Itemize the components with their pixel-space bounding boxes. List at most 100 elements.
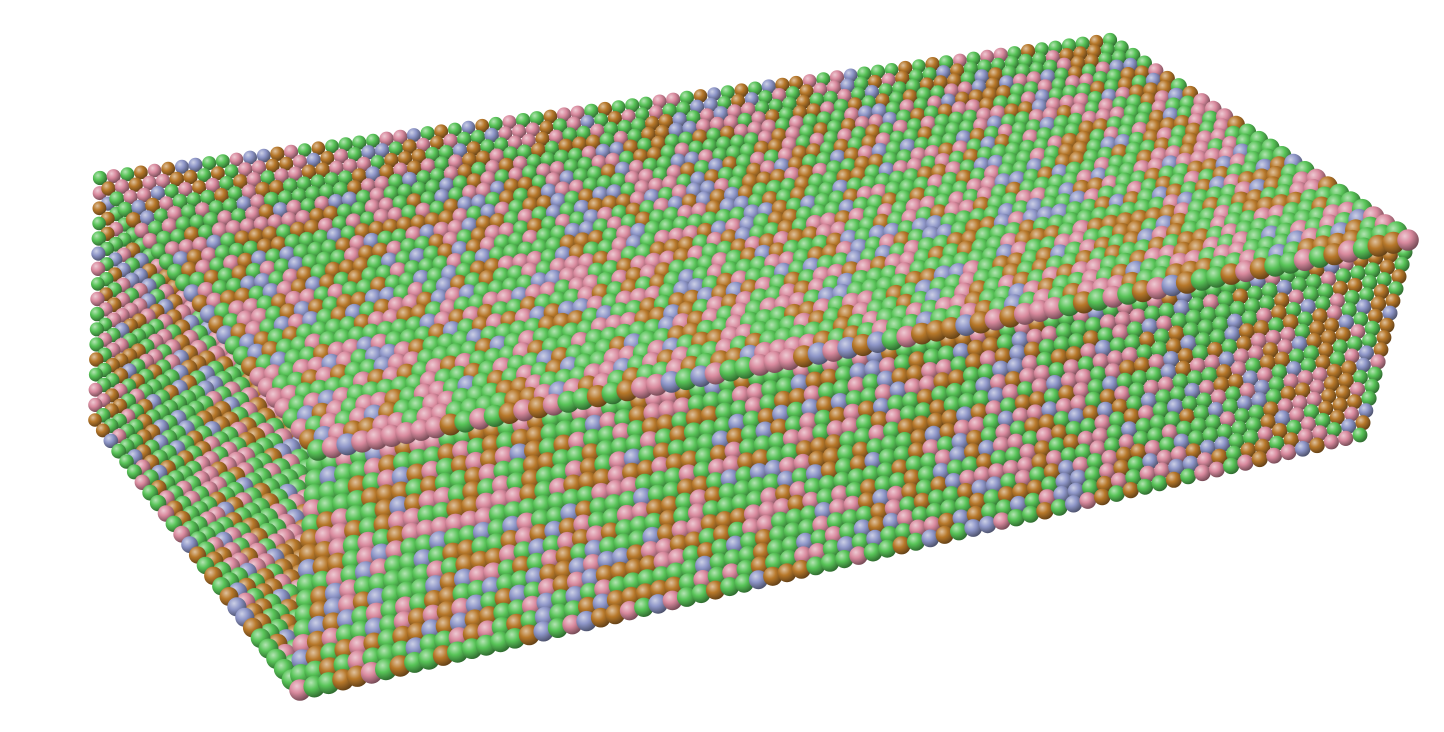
atom-blue (924, 425, 943, 444)
atom-orange (1177, 348, 1194, 364)
atom-green (1217, 291, 1235, 308)
atom-orange (1139, 331, 1156, 348)
atom-blue (174, 159, 189, 174)
atom-pink (1143, 379, 1160, 396)
atom-blue (272, 202, 289, 218)
atom-green (594, 113, 609, 127)
atom-orange (1370, 296, 1387, 312)
atom-orange (95, 423, 110, 438)
atom-blue (1254, 379, 1271, 396)
atom-pink (1197, 452, 1214, 469)
atom-pink (985, 400, 1003, 418)
atom-green (1243, 429, 1259, 446)
atom-pink (1021, 354, 1039, 373)
atom-green (835, 550, 854, 569)
atom-pink (1079, 492, 1097, 509)
atom-green (855, 505, 875, 525)
atom-pink (1257, 426, 1274, 442)
atom-green (720, 85, 735, 100)
atom-blue (987, 387, 1006, 405)
atom-blue (711, 430, 731, 450)
atom-green (93, 171, 107, 185)
atom-pink (1073, 382, 1090, 399)
atom-pink (393, 129, 408, 145)
atom-orange (88, 413, 102, 427)
atom-green (1187, 370, 1204, 387)
atom-green (958, 392, 977, 412)
atom-orange (543, 109, 558, 124)
atom-green (296, 176, 312, 191)
atom-orange (379, 164, 395, 180)
atom-pink (512, 155, 528, 171)
atom-green (1065, 421, 1083, 438)
atom-pink (1112, 324, 1130, 342)
atom-pink (90, 291, 105, 307)
atom-blue (1121, 421, 1138, 438)
atom-pink (507, 135, 523, 150)
atom-blue (1068, 408, 1085, 425)
atom-orange (705, 580, 725, 600)
atom-pink (1154, 462, 1171, 479)
atom-blue (866, 529, 884, 548)
atom-pink (874, 384, 894, 403)
atom-orange (462, 152, 477, 168)
atom-pink (1330, 293, 1345, 309)
atom-orange (531, 142, 546, 158)
atom-orange (868, 516, 887, 535)
atom-pink (648, 105, 664, 120)
atom-green (425, 179, 441, 195)
atom-blue (707, 87, 721, 101)
atom-pink (134, 222, 150, 238)
atom-green (420, 126, 435, 141)
atom-green (231, 208, 247, 224)
atom-green (1048, 437, 1066, 455)
atom-orange (966, 429, 984, 448)
atom-orange (255, 181, 271, 198)
atom-pink (1156, 449, 1173, 466)
atom-pink (793, 453, 813, 473)
atom-green (1195, 332, 1212, 349)
atom-orange (1282, 314, 1299, 331)
atom-pink (238, 162, 253, 177)
atom-green (338, 137, 353, 152)
atom-orange (411, 148, 427, 164)
atom-green (1125, 469, 1142, 486)
atom-orange (183, 169, 198, 185)
atom-green (960, 380, 979, 398)
atom-orange (1036, 502, 1054, 520)
atom-green (1231, 420, 1248, 437)
atom-pink (1089, 440, 1107, 458)
atom-pink (1256, 307, 1273, 324)
atom-blue (439, 177, 455, 193)
atom-green (914, 402, 933, 421)
atom-green (494, 137, 509, 152)
atom-orange (89, 352, 104, 367)
atom-blue (1070, 469, 1087, 487)
atom-green (853, 427, 873, 447)
atom-blue (1009, 495, 1028, 514)
atom-green (1106, 424, 1124, 441)
atom-green (434, 156, 450, 172)
atom-blue (882, 512, 901, 531)
atom-pink (849, 546, 868, 565)
atom-green (1082, 479, 1099, 496)
atom-green (996, 334, 1015, 352)
atom-orange (927, 412, 945, 431)
atom-blue (580, 114, 595, 129)
atom-green (1326, 422, 1342, 438)
atom-pink (992, 436, 1011, 455)
atom-pink (123, 189, 138, 205)
atom-pink (1110, 472, 1128, 489)
atom-green (1226, 445, 1242, 462)
atom-orange (258, 204, 275, 220)
atom-green (1288, 348, 1305, 365)
atom-green (470, 129, 486, 145)
atom-blue (1382, 305, 1398, 321)
atom-green (902, 391, 921, 410)
atom-orange (128, 177, 143, 192)
atom-pink (973, 466, 992, 485)
atom-pink (251, 160, 267, 175)
atom-blue (1338, 314, 1355, 331)
atom-green (940, 499, 958, 518)
